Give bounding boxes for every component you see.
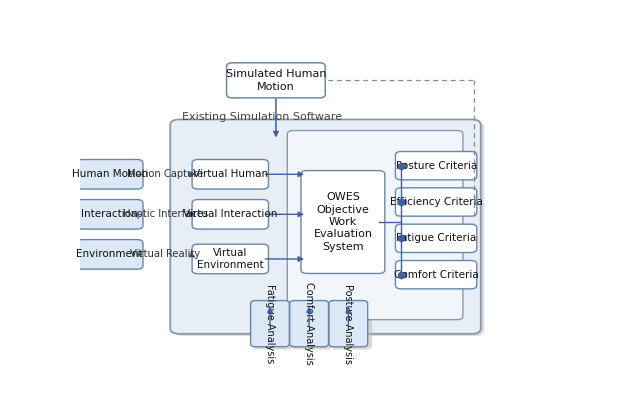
FancyBboxPatch shape [192,160,269,189]
Text: Existing Simulation Software: Existing Simulation Software [182,112,342,122]
Text: Human Motion: Human Motion [72,169,148,179]
FancyBboxPatch shape [396,260,477,289]
Text: Virtual
Environment: Virtual Environment [197,248,264,270]
Text: Fatigue Criteria: Fatigue Criteria [396,233,476,243]
Text: Comfort Analysis: Comfort Analysis [304,282,314,365]
Text: Posture Criteria: Posture Criteria [396,161,477,171]
FancyBboxPatch shape [329,300,367,347]
Text: Virtual Reality: Virtual Reality [131,249,200,259]
FancyBboxPatch shape [77,240,143,269]
Text: Simulated Human
Motion: Simulated Human Motion [226,69,326,92]
FancyBboxPatch shape [301,170,385,274]
FancyBboxPatch shape [77,200,143,229]
FancyBboxPatch shape [292,302,333,350]
FancyBboxPatch shape [192,200,269,229]
FancyBboxPatch shape [396,188,477,216]
Text: OWES
Objective
Work
Evaluation
System: OWES Objective Work Evaluation System [314,192,372,252]
Text: Motion Capture: Motion Capture [127,169,204,179]
FancyBboxPatch shape [251,300,289,347]
Text: Haptic Interfaces: Haptic Interfaces [123,209,208,219]
FancyBboxPatch shape [332,302,372,350]
Text: Virtual Human: Virtual Human [193,169,268,179]
Text: Environment: Environment [76,249,143,259]
FancyBboxPatch shape [192,244,269,274]
Text: Fatigue Analysis: Fatigue Analysis [265,284,275,363]
FancyBboxPatch shape [396,152,477,180]
FancyBboxPatch shape [227,63,325,98]
Text: Comfort Criteria: Comfort Criteria [394,270,479,280]
FancyBboxPatch shape [170,120,481,334]
FancyBboxPatch shape [396,224,477,252]
FancyBboxPatch shape [173,122,484,336]
FancyBboxPatch shape [290,300,328,347]
FancyBboxPatch shape [77,160,143,189]
Text: Interaction: Interaction [81,209,138,219]
FancyBboxPatch shape [287,130,463,320]
FancyBboxPatch shape [253,302,294,350]
Text: Posture Analysis: Posture Analysis [343,284,353,364]
Text: Virtual Interaction: Virtual Interaction [183,209,278,219]
Text: Efficiency Criteria: Efficiency Criteria [390,197,483,207]
